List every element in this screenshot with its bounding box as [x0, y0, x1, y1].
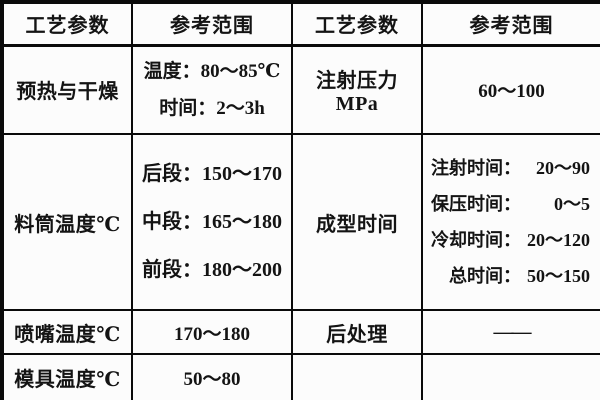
holding-time-label: 保压时间：: [431, 194, 521, 214]
total-time-label: 总时间：: [449, 266, 521, 286]
total-time-line: 总时间： 50～150: [425, 258, 598, 294]
table-header-row: 工艺参数 参考范围 工艺参数 参考范围: [0, 0, 600, 47]
barrel-middle-line: 中段：165～180: [142, 211, 282, 233]
total-time-value: 50～150: [527, 266, 590, 286]
holding-time-value: 0～5: [554, 194, 590, 214]
param-cell-injection-pressure: 注射压力 MPa: [291, 44, 423, 135]
injection-time-label: 注射时间：: [431, 158, 521, 178]
header-param-left: 工艺参数: [0, 0, 133, 47]
range-cell-injection-pressure: 60～100: [421, 44, 600, 135]
injection-time-line: 注射时间： 20～90: [425, 150, 598, 186]
row-nozzle-temp: 喷嘴温度℃ 170～180 后处理 ——: [0, 309, 600, 355]
range-cell-post-processing: ——: [421, 309, 600, 355]
cooling-time-value: 20～120: [527, 230, 590, 250]
cooling-time-label: 冷却时间：: [431, 230, 521, 250]
molding-time-lines: 注射时间： 20～90 保压时间： 0～5 冷却时间： 20～120 总时间： …: [425, 136, 598, 308]
param-cell-empty: [291, 353, 423, 400]
row-preheat-dry: 预热与干燥 温度：80～85℃ 时间：2～3h 注射压力 MPa 60～100: [0, 44, 600, 135]
range-cell-barrel-temp: 后段：150～170 中段：165～180 前段：180～200: [131, 133, 293, 311]
barrel-range-lines: 后段：150～170 中段：165～180 前段：180～200: [135, 136, 289, 308]
range-cell-empty: [421, 353, 600, 400]
preheat-range-lines: 温度：80～85℃ 时间：2～3h: [135, 47, 289, 132]
injection-time-value: 20～90: [536, 158, 590, 178]
row-mold-temp: 模具温度℃ 50～80: [0, 353, 600, 400]
preheat-temp-line: 温度：80～85℃: [143, 60, 281, 82]
barrel-front-line: 前段：180～200: [142, 259, 282, 281]
range-cell-nozzle-temp: 170～180: [131, 309, 293, 355]
header-range-left: 参考范围: [131, 0, 293, 47]
row-barrel-temp: 料筒温度℃ 后段：150～170 中段：165～180 前段：180～200 成…: [0, 133, 600, 311]
barrel-rear-line: 后段：150～170: [142, 163, 282, 185]
param-cell-barrel-temp: 料筒温度℃: [0, 133, 133, 311]
range-cell-mold-temp: 50～80: [131, 353, 293, 400]
param-cell-preheat-dry: 预热与干燥: [0, 44, 133, 135]
param-cell-post-processing: 后处理: [291, 309, 423, 355]
header-param-right: 工艺参数: [291, 0, 423, 47]
cooling-time-line: 冷却时间： 20～120: [425, 222, 598, 258]
preheat-time-line: 时间：2～3h: [159, 97, 265, 119]
holding-time-line: 保压时间： 0～5: [425, 186, 598, 222]
param-cell-molding-time: 成型时间: [291, 133, 423, 311]
range-cell-preheat-dry: 温度：80～85℃ 时间：2～3h: [131, 44, 293, 135]
header-range-right: 参考范围: [421, 0, 600, 47]
param-cell-mold-temp: 模具温度℃: [0, 353, 133, 400]
param-cell-nozzle-temp: 喷嘴温度℃: [0, 309, 133, 355]
range-cell-molding-time: 注射时间： 20～90 保压时间： 0～5 冷却时间： 20～120 总时间： …: [421, 133, 600, 311]
